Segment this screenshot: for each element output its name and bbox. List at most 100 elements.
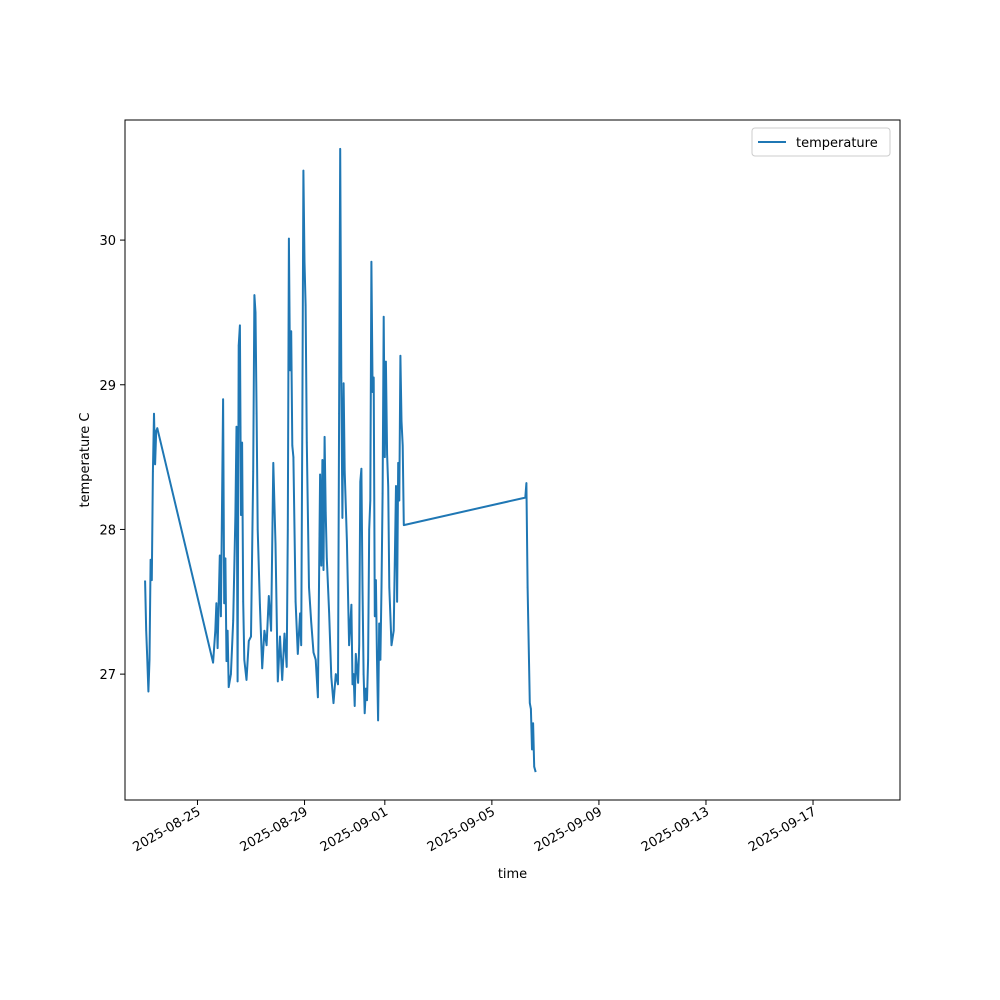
data-point: [243, 658, 246, 661]
data-point: [250, 635, 252, 638]
data-point: [403, 524, 405, 526]
data-point: [219, 554, 221, 557]
data-point: [146, 658, 149, 661]
data-point: [322, 569, 325, 571]
data-points: [144, 148, 537, 772]
data-point: [352, 673, 355, 675]
data-point: [530, 708, 532, 710]
data-point: [355, 653, 357, 655]
data-point: [144, 580, 146, 583]
data-point: [212, 661, 214, 664]
data-point: [350, 603, 353, 606]
data-point: [145, 629, 147, 632]
data-point: [397, 462, 400, 464]
data-point: [242, 601, 244, 603]
data-point: [301, 427, 304, 430]
data-point: [224, 557, 227, 560]
data-point: [526, 586, 529, 589]
data-point: [235, 425, 238, 428]
x-axis-title: time: [498, 867, 527, 882]
data-point: [308, 586, 310, 589]
data-point: [227, 686, 230, 688]
data-point: [374, 615, 376, 618]
data-point: [396, 601, 398, 603]
data-point: [366, 699, 368, 701]
data-point: [321, 459, 324, 461]
data-point: [283, 632, 286, 635]
data-point: [155, 430, 157, 432]
data-point: [371, 391, 374, 393]
data-point: [348, 644, 350, 646]
data-point: [319, 473, 321, 476]
data-point: [351, 683, 354, 686]
data-point: [234, 514, 237, 516]
data-point: [272, 462, 275, 464]
data-point: [300, 644, 303, 646]
data-point: [220, 615, 222, 618]
data-point: [398, 499, 401, 502]
data-point: [152, 470, 154, 473]
data-point: [400, 420, 403, 422]
data-point: [330, 676, 333, 678]
data-point: [215, 602, 218, 604]
data-point: [274, 543, 277, 545]
data-point: [342, 382, 345, 385]
data-point: [372, 376, 375, 379]
data-point: [216, 647, 219, 649]
data-point: [306, 441, 308, 444]
data-point: [365, 687, 367, 690]
data-point: [252, 470, 254, 473]
data-point: [312, 651, 315, 654]
data-point: [256, 528, 259, 531]
data-point: [232, 619, 234, 622]
data-point: [248, 640, 250, 642]
data-point: [341, 517, 344, 519]
data-point: [279, 635, 281, 638]
data-point: [524, 496, 527, 499]
data-point: [339, 148, 342, 150]
data-point: [388, 586, 391, 589]
legend: temperature: [751, 127, 891, 157]
data-point: [294, 601, 297, 603]
data-point: [151, 579, 153, 581]
data-point: [291, 444, 294, 447]
data-point: [261, 667, 264, 670]
data-point: [525, 482, 528, 484]
data-point: [240, 514, 242, 516]
data-point: [332, 702, 335, 704]
data-point: [290, 330, 293, 333]
data-point: [380, 586, 383, 589]
data-point: [304, 304, 307, 307]
data-point: [385, 360, 387, 363]
legend-label-temperature: temperature: [796, 136, 878, 151]
y-axis: 27 28 29 30: [99, 234, 125, 683]
data-point: [357, 682, 359, 684]
data-point: [223, 602, 225, 604]
data-point: [241, 441, 243, 444]
data-point: [362, 673, 365, 675]
data-point: [268, 595, 270, 597]
data-point: [370, 261, 373, 263]
data-point: [390, 644, 393, 646]
data-point: [214, 629, 217, 632]
data-point: [147, 690, 150, 693]
y-axis-title: temperature C: [78, 413, 93, 508]
data-point: [156, 427, 159, 430]
data-point: [314, 658, 317, 661]
data-point: [236, 680, 239, 683]
data-point: [529, 702, 531, 704]
data-point: [226, 629, 229, 632]
data-point: [222, 398, 224, 401]
data-point: [369, 499, 372, 502]
data-point: [378, 622, 381, 625]
data-point: [154, 463, 156, 466]
data-point: [361, 586, 364, 589]
data-point: [384, 456, 386, 458]
data-point: [225, 660, 228, 662]
data-point: [326, 557, 328, 560]
data-point: [534, 770, 537, 772]
data-point: [310, 621, 313, 623]
data-point: [376, 658, 378, 661]
data-point: [335, 673, 337, 675]
data-point: [358, 644, 361, 646]
